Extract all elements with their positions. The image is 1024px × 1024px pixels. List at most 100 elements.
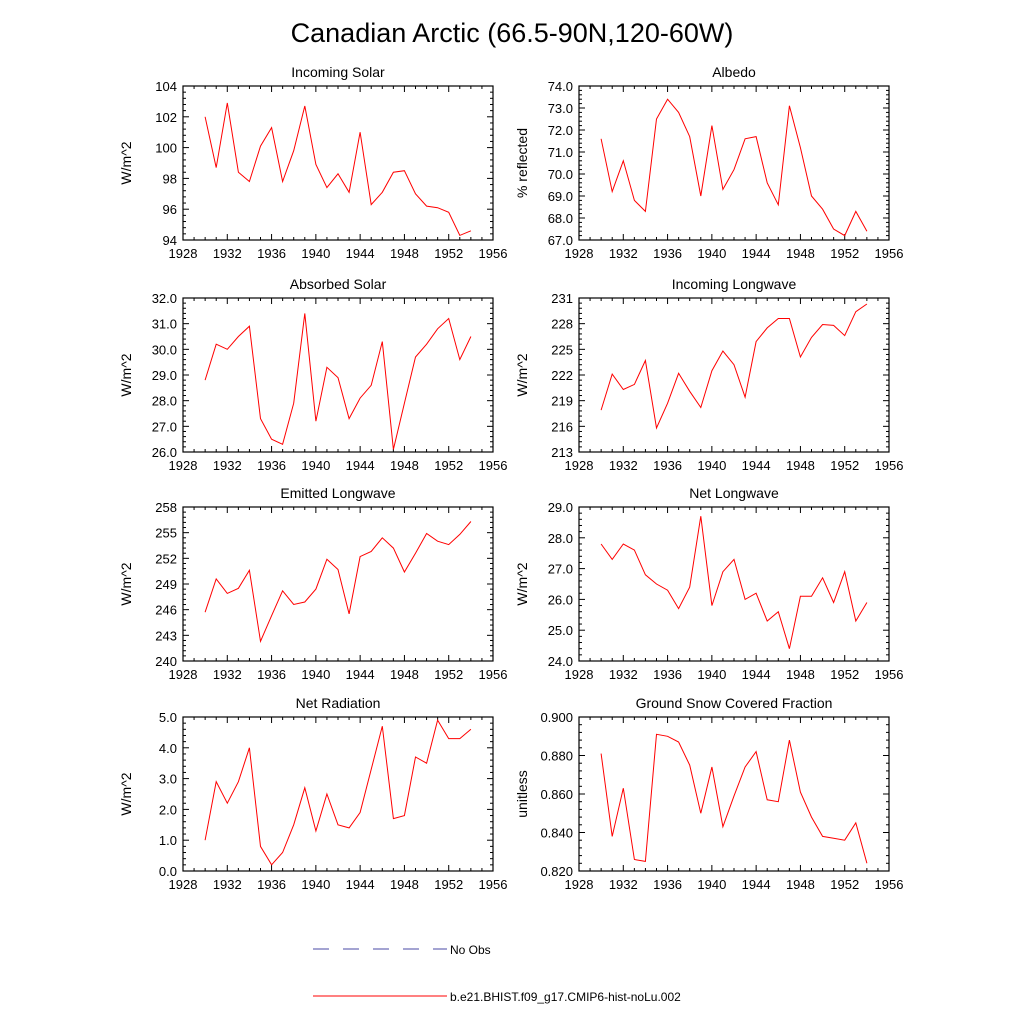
y-tick-label: 26.0 <box>548 592 573 607</box>
panel-title: Incoming Solar <box>291 64 385 80</box>
x-tick-label: 1952 <box>830 877 859 892</box>
x-tick-label: 1944 <box>742 877 771 892</box>
panel-title: Ground Snow Covered Fraction <box>636 695 833 711</box>
x-tick-label: 1956 <box>875 458 904 473</box>
panel-frame <box>182 506 494 662</box>
panel-absorbed-solar: Absorbed Solar W/m^2 1928 1932 1936 1940 1944 1… <box>118 276 507 473</box>
x-tick-label: 1936 <box>653 667 682 682</box>
x-tick-label: 1932 <box>213 246 242 261</box>
y-axis-label: W/m^2 <box>118 772 134 815</box>
panel-title: Net Radiation <box>296 695 381 711</box>
x-tick-label: 1956 <box>479 246 508 261</box>
panel-frame <box>578 506 890 662</box>
x-tick-label: 1948 <box>786 877 815 892</box>
panel-title: Absorbed Solar <box>290 276 387 292</box>
x-tick-label: 1940 <box>301 246 330 261</box>
y-tick-label: 243 <box>155 628 177 643</box>
x-tick-label: 1956 <box>479 877 508 892</box>
x-tick-label: 1956 <box>875 877 904 892</box>
x-tick-label: 1936 <box>257 877 286 892</box>
series-line-net-longwave <box>600 516 868 649</box>
y-tick-label: 67.0 <box>548 233 573 248</box>
y-tick-label: 98 <box>163 171 177 186</box>
x-tick-label: 1952 <box>830 246 859 261</box>
x-tick-label: 1952 <box>830 667 859 682</box>
x-tick-label: 1936 <box>653 246 682 261</box>
y-tick-label: 102 <box>155 110 177 125</box>
x-tick-label: 1932 <box>609 458 638 473</box>
x-tick-label: 1928 <box>565 246 594 261</box>
panel-title: Net Longwave <box>689 485 779 501</box>
figure-title: Canadian Arctic (66.5-90N,120-60W) <box>291 18 734 48</box>
y-tick-label: 219 <box>551 394 573 409</box>
x-tick-label: 1928 <box>169 877 198 892</box>
y-tick-label: 225 <box>551 342 573 357</box>
y-tick-label: 246 <box>155 603 177 618</box>
y-tick-label: 28.0 <box>152 394 177 409</box>
x-tick-label: 1948 <box>390 246 419 261</box>
x-tick-label: 1940 <box>697 458 726 473</box>
y-tick-label: 1.0 <box>159 833 177 848</box>
x-tick-label: 1940 <box>697 877 726 892</box>
y-tick-label: 0.860 <box>540 787 573 802</box>
x-tick-label: 1936 <box>257 246 286 261</box>
x-tick-label: 1928 <box>565 877 594 892</box>
panel-ground-snow-covered-fraction: Ground Snow Covered Fraction unitless 1928… <box>514 695 903 892</box>
panel-frame <box>578 716 890 872</box>
y-tick-label: 252 <box>155 551 177 566</box>
x-tick-label: 1932 <box>213 667 242 682</box>
y-tick-label: 0.0 <box>159 864 177 879</box>
series-line-net-radiation <box>204 718 472 866</box>
y-tick-label: 73.0 <box>548 101 573 116</box>
y-axis-label: W/m^2 <box>118 562 134 605</box>
x-tick-label: 1956 <box>479 667 508 682</box>
panel-title: Incoming Longwave <box>672 276 797 292</box>
x-tick-label: 1952 <box>434 246 463 261</box>
x-tick-label: 1932 <box>609 246 638 261</box>
y-tick-label: 31.0 <box>152 317 177 332</box>
y-tick-label: 72.0 <box>548 123 573 138</box>
y-axis-label: unitless <box>514 770 530 817</box>
panel-frame <box>578 85 890 241</box>
panel-frame <box>578 297 890 453</box>
x-tick-label: 1944 <box>742 458 771 473</box>
y-tick-label: 222 <box>551 368 573 383</box>
y-tick-label: 27.0 <box>548 562 573 577</box>
y-axis-label: % reflected <box>514 128 530 198</box>
series-line-emitted-longwave <box>204 521 472 644</box>
y-axis-label: W/m^2 <box>118 141 134 184</box>
y-tick-label: 2.0 <box>159 802 177 817</box>
y-tick-label: 100 <box>155 141 177 156</box>
y-tick-label: 0.880 <box>540 749 573 764</box>
x-tick-label: 1952 <box>434 458 463 473</box>
y-tick-label: 68.0 <box>548 211 573 226</box>
y-axis-label: W/m^2 <box>514 562 530 605</box>
x-tick-label: 1956 <box>479 458 508 473</box>
x-tick-label: 1944 <box>742 246 771 261</box>
x-tick-label: 1952 <box>434 877 463 892</box>
y-tick-label: 69.0 <box>548 189 573 204</box>
y-tick-label: 25.0 <box>548 623 573 638</box>
x-tick-label: 1952 <box>830 458 859 473</box>
legend-model-label: b.e21.BHIST.f09_g17.CMIP6-hist-noLu.002 <box>450 990 681 1004</box>
y-tick-label: 4.0 <box>159 741 177 756</box>
y-tick-label: 258 <box>155 500 177 515</box>
x-tick-label: 1936 <box>257 667 286 682</box>
y-tick-label: 0.900 <box>540 710 573 725</box>
panel-incoming-longwave: Incoming Longwave W/m^2 1928 1932 1936 1940 19… <box>514 276 903 473</box>
x-tick-label: 1948 <box>390 877 419 892</box>
x-tick-label: 1944 <box>346 458 375 473</box>
y-tick-label: 70.0 <box>548 167 573 182</box>
x-tick-label: 1956 <box>875 246 904 261</box>
x-tick-label: 1940 <box>697 667 726 682</box>
series-line-incoming-solar <box>204 102 472 237</box>
y-axis-label: W/m^2 <box>514 353 530 396</box>
y-tick-label: 3.0 <box>159 772 177 787</box>
y-tick-label: 30.0 <box>152 342 177 357</box>
x-tick-label: 1940 <box>301 458 330 473</box>
y-tick-label: 32.0 <box>152 291 177 306</box>
y-tick-label: 94 <box>163 233 177 248</box>
x-tick-label: 1944 <box>346 877 375 892</box>
panel-net-radiation: Net Radiation W/m^2 1928 1932 1936 1940 1944 19… <box>118 695 507 892</box>
